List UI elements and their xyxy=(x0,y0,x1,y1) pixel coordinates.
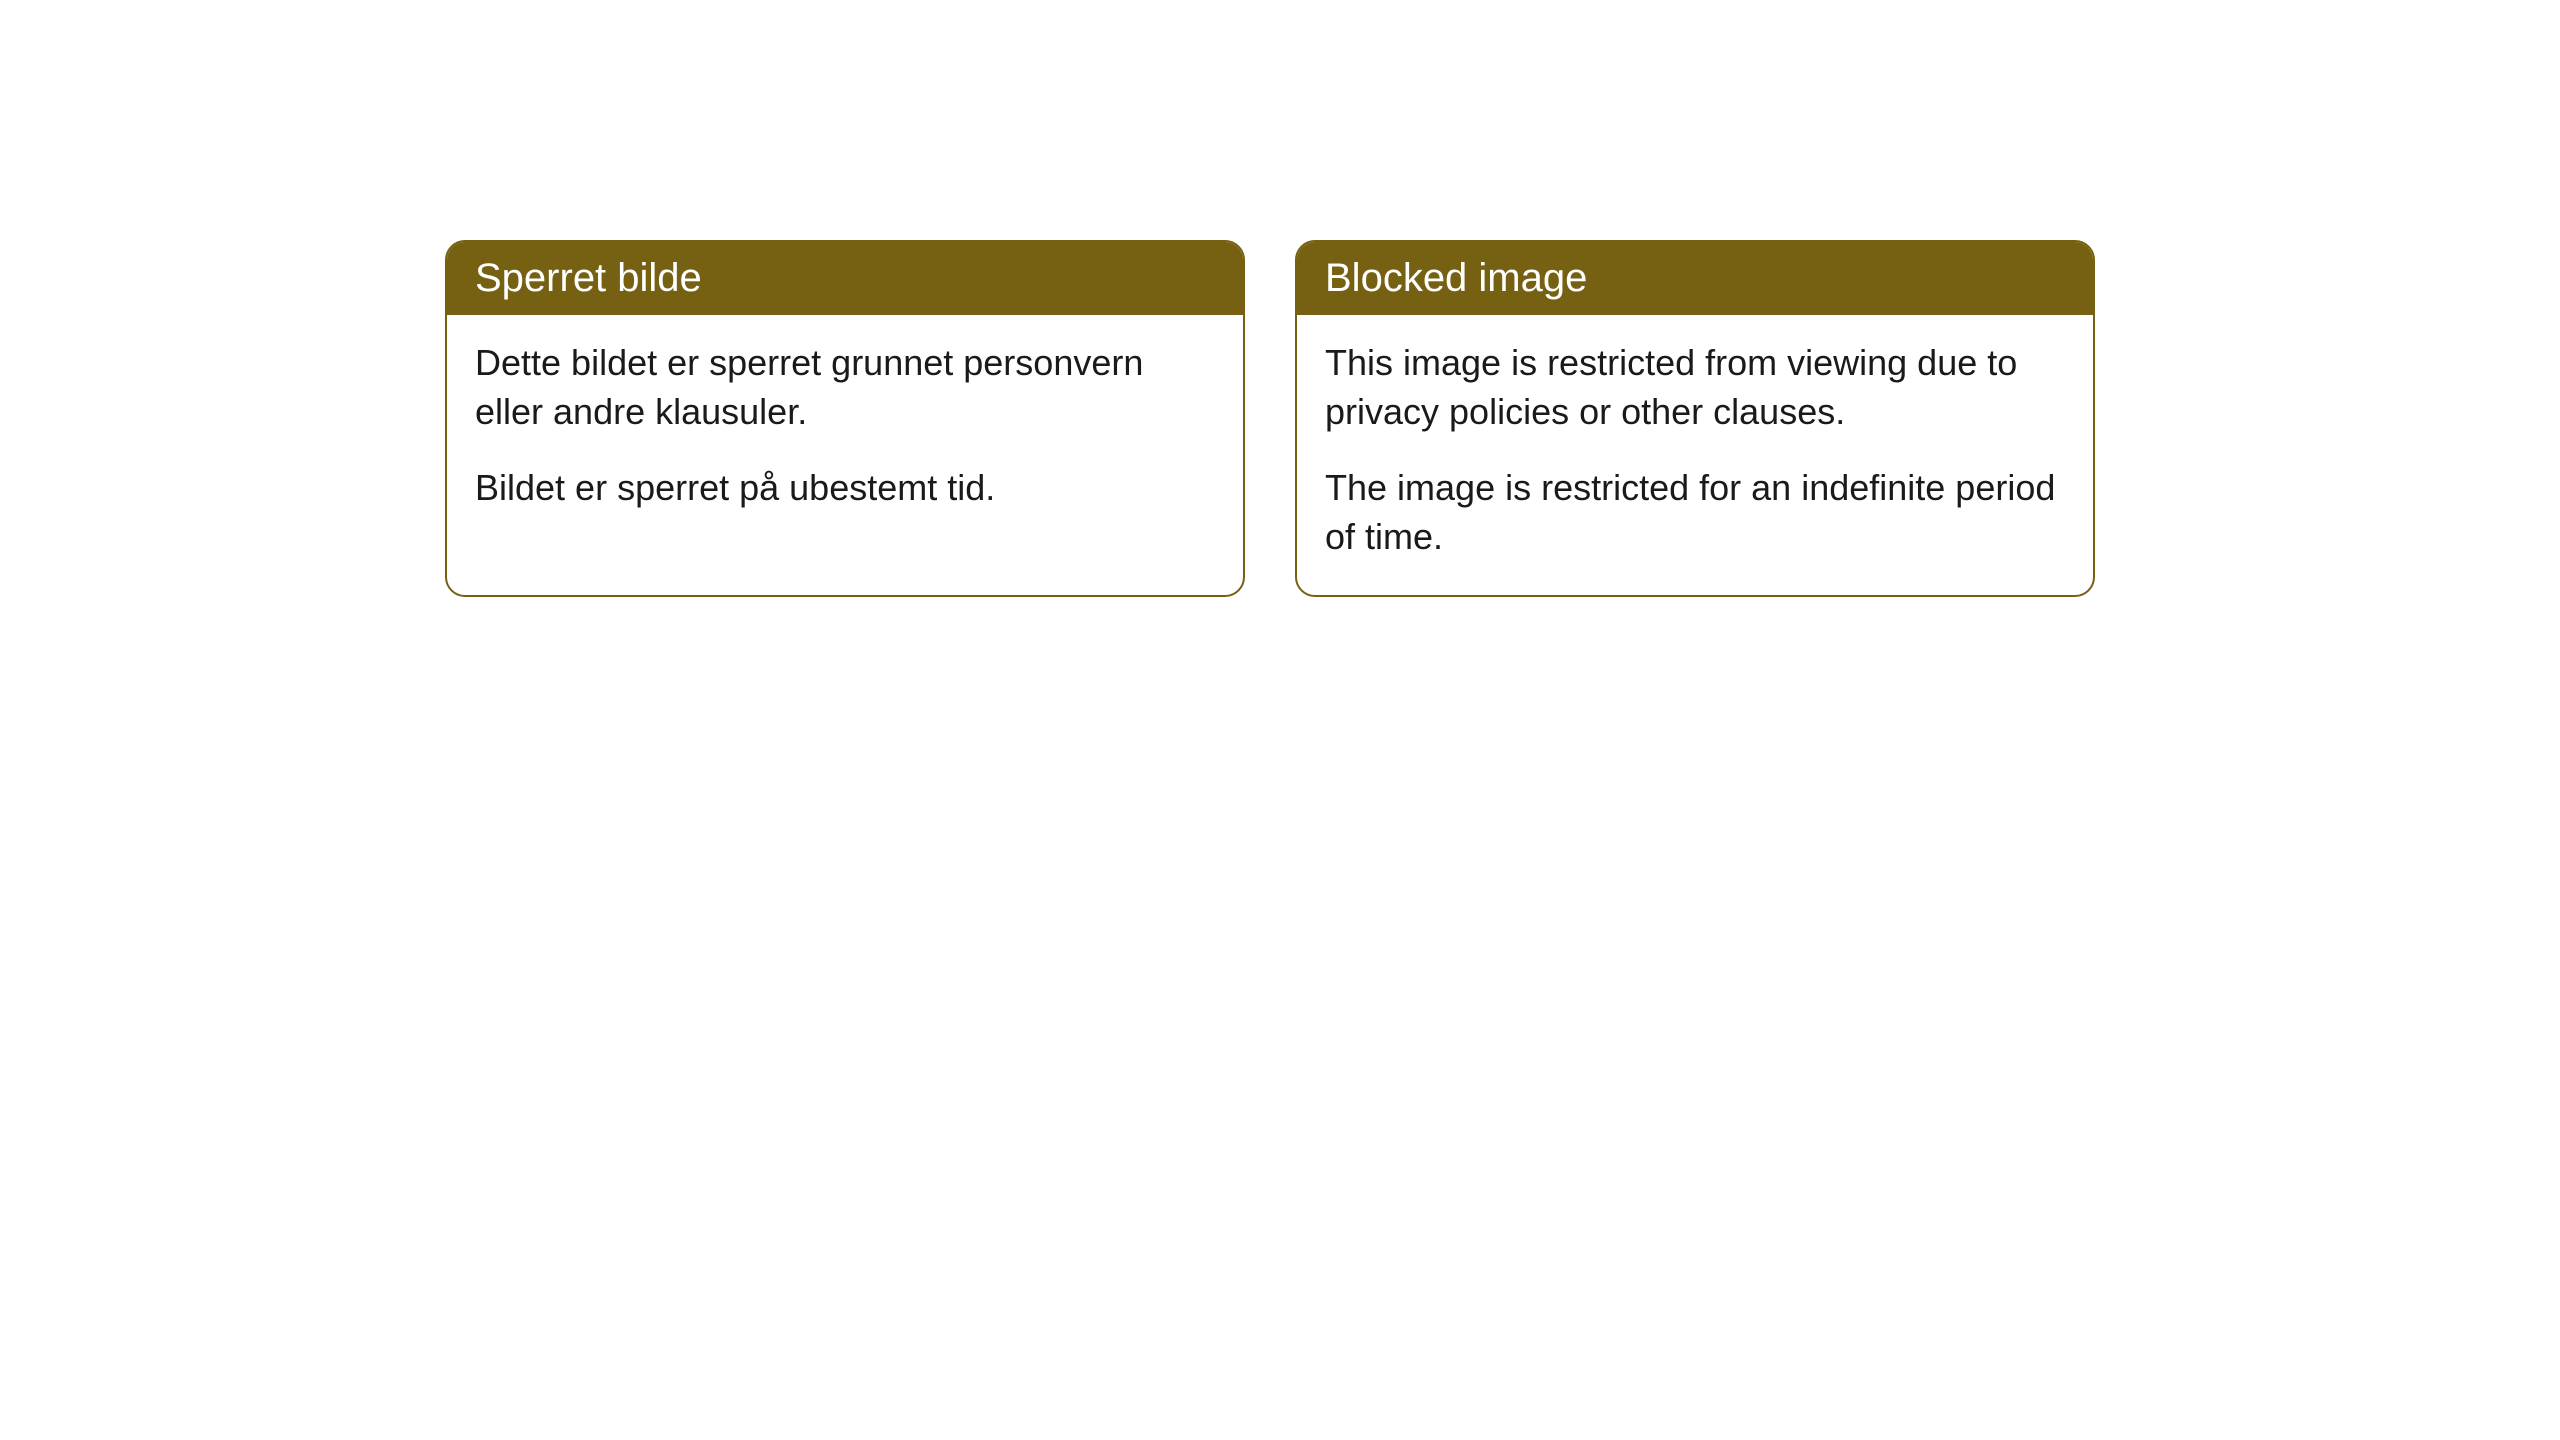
card-body: Dette bildet er sperret grunnet personve… xyxy=(447,315,1243,547)
card-paragraph: The image is restricted for an indefinit… xyxy=(1325,464,2065,561)
notice-cards-container: Sperret bilde Dette bildet er sperret gr… xyxy=(445,240,2095,597)
card-body: This image is restricted from viewing du… xyxy=(1297,315,2093,595)
notice-card-english: Blocked image This image is restricted f… xyxy=(1295,240,2095,597)
card-paragraph: Dette bildet er sperret grunnet personve… xyxy=(475,339,1215,436)
card-header: Sperret bilde xyxy=(447,242,1243,315)
card-paragraph: Bildet er sperret på ubestemt tid. xyxy=(475,464,1215,513)
card-header: Blocked image xyxy=(1297,242,2093,315)
card-paragraph: This image is restricted from viewing du… xyxy=(1325,339,2065,436)
notice-card-norwegian: Sperret bilde Dette bildet er sperret gr… xyxy=(445,240,1245,597)
